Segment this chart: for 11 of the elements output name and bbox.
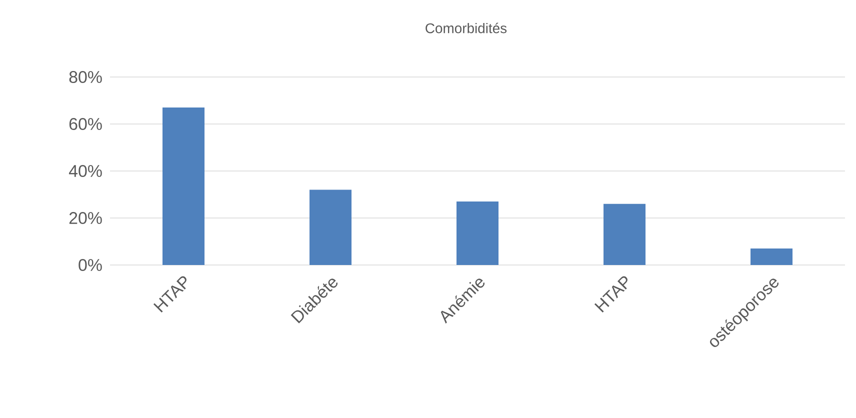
bar (162, 108, 205, 265)
y-tick-label: 80% (69, 71, 102, 84)
y-tick-label: 0% (78, 259, 102, 271)
bar (456, 202, 499, 265)
y-tick-label: 40% (68, 165, 102, 178)
y-tick-label: 20% (69, 212, 102, 224)
bar (750, 248, 793, 265)
chart-title: Comorbidités (426, 22, 507, 34)
bar (310, 190, 352, 265)
bar (604, 204, 646, 265)
y-tick-label: 60% (69, 118, 102, 130)
